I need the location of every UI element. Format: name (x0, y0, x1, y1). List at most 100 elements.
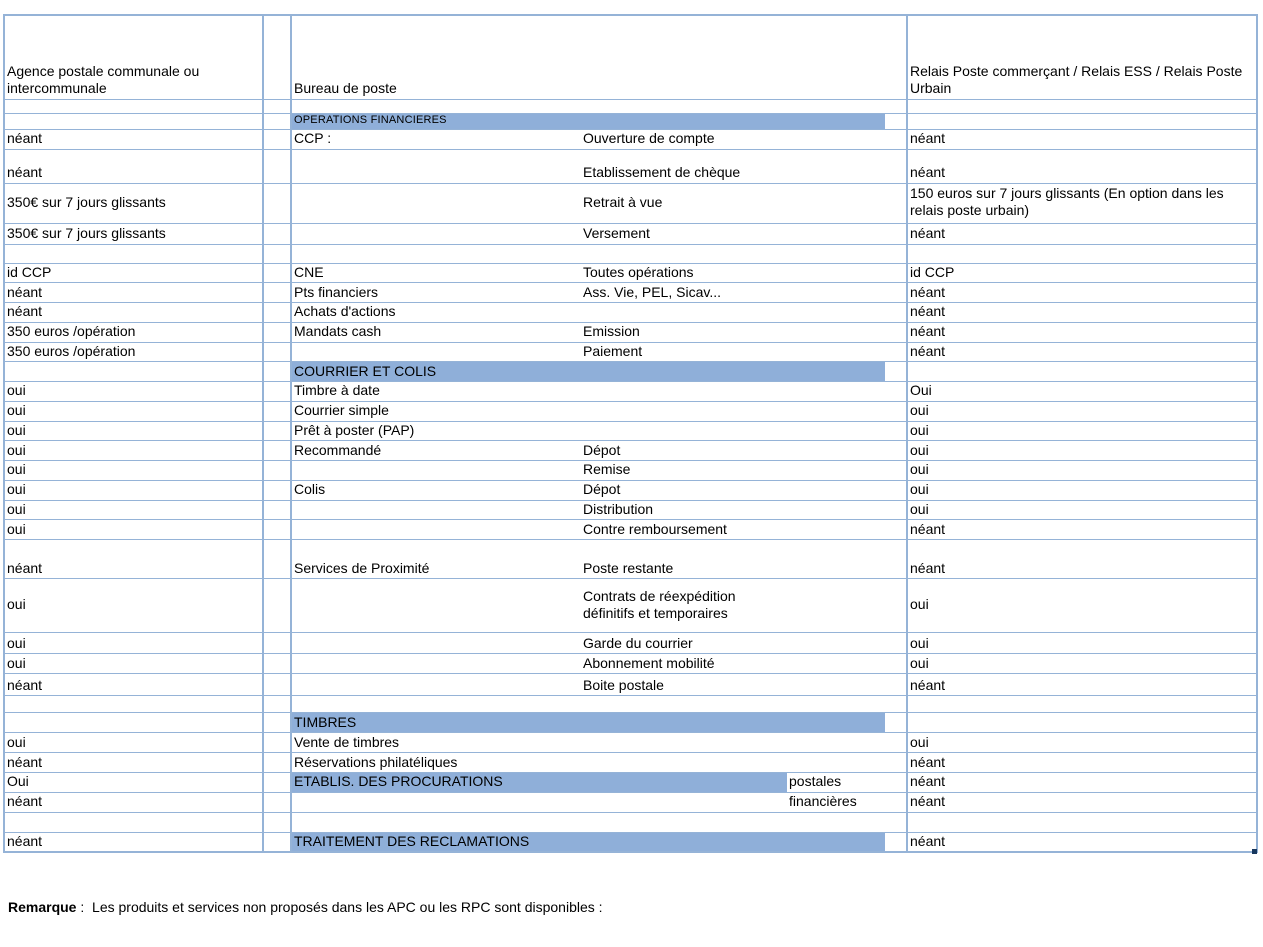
relais-value: néant (906, 149, 1257, 184)
apc-value: néant (4, 792, 264, 813)
service-label (581, 244, 787, 264)
table-header-row: Agence postale communale ou intercommuna… (4, 15, 1257, 100)
service-group-label (291, 792, 581, 813)
apc-value: oui (4, 480, 264, 501)
service-label (581, 421, 787, 442)
remark-intro-line: Remarque : Les produits et services non … (8, 898, 603, 917)
sub-category-label (787, 752, 885, 774)
service-row: oui Recommandé Dépot oui (4, 440, 1257, 462)
gap-cell (263, 244, 292, 264)
gap-cell (263, 342, 292, 363)
relais-value: oui (906, 578, 1257, 634)
gap2-cell (885, 695, 907, 714)
apc-value: oui (4, 578, 264, 634)
apc-value (4, 695, 264, 714)
service-label (581, 99, 787, 114)
sub-category-label (787, 578, 885, 634)
service-label: Garde du courrier (581, 632, 787, 655)
sub-category-label (787, 539, 885, 580)
sub-category-label (787, 695, 885, 714)
apc-value: 350€ sur 7 jours glissants (4, 183, 264, 224)
service-group-label (291, 244, 581, 264)
service-row: oui Distribution oui (4, 500, 1257, 521)
gap2-cell (885, 632, 907, 655)
service-group-label: CCP : (291, 129, 581, 150)
apc-value: 350 euros /opération (4, 322, 264, 343)
service-group-label: Pts financiers (291, 282, 581, 304)
apc-value: oui (4, 519, 264, 541)
sub-category-label (787, 460, 885, 481)
gap2-cell (885, 440, 907, 462)
gap-cell (263, 113, 292, 130)
header-service-column (581, 15, 787, 100)
service-row: 350€ sur 7 jours glissants Retrait à vue 1… (4, 183, 1257, 224)
apc-value: oui (4, 440, 264, 462)
service-group-label: Prêt à poster (PAP) (291, 421, 581, 442)
gap-cell (263, 421, 292, 442)
apc-value (4, 113, 264, 130)
service-group-label: Colis (291, 480, 581, 501)
relais-value (906, 99, 1257, 114)
service-row: 350 euros /opération Mandats cash Emission… (4, 322, 1257, 343)
apc-value: oui (4, 632, 264, 655)
service-row: néant Etablissement de chèque néant (4, 149, 1257, 184)
gap2-cell (885, 361, 907, 383)
gap-cell (263, 183, 292, 224)
gap-cell (263, 381, 292, 402)
gap2-cell (885, 772, 907, 793)
gap-cell (263, 632, 292, 655)
relais-value: oui (906, 732, 1257, 754)
gap2-cell (885, 381, 907, 402)
relais-value: néant (906, 673, 1257, 697)
sub-category-label (787, 183, 885, 224)
sub-category-label (787, 500, 885, 521)
apc-value: néant (4, 539, 264, 580)
gap-cell (263, 772, 292, 793)
sub-category-label (787, 401, 885, 422)
header-bureau: Bureau de poste (291, 15, 581, 100)
relais-value: néant (906, 223, 1257, 245)
section-title: TIMBRES (291, 712, 885, 734)
apc-value: Oui (4, 772, 264, 793)
service-group-label (291, 99, 581, 114)
service-group-label: Services de Proximité (291, 539, 581, 580)
gap-cell (263, 99, 292, 114)
relais-value: oui (906, 440, 1257, 462)
apc-value (4, 361, 264, 383)
service-group-label (291, 653, 581, 675)
service-label (581, 732, 787, 754)
spacer-row (4, 99, 1257, 114)
section-title: OPERATIONS FINANCIERES (291, 113, 885, 130)
service-label: Retrait à vue (581, 183, 787, 224)
gap-cell (263, 460, 292, 481)
relais-value: Oui (906, 381, 1257, 402)
service-row: oui Abonnement mobilité oui (4, 653, 1257, 675)
header-apc: Agence postale communale ou intercommuna… (4, 15, 264, 100)
section-row: COURRIER ET COLIS (4, 361, 1257, 383)
relais-value: néant (906, 129, 1257, 150)
relais-value (906, 695, 1257, 714)
service-label: Contrats de réexpédition définitifs et t… (581, 578, 787, 634)
gap2-cell (885, 653, 907, 675)
header-relais: Relais Poste commerçant / Relais ESS / R… (906, 15, 1257, 100)
header-gap-column (263, 15, 292, 100)
spacer-row (4, 244, 1257, 264)
apc-value (4, 99, 264, 114)
apc-value: 350€ sur 7 jours glissants (4, 223, 264, 245)
relais-value (906, 244, 1257, 264)
apc-value: néant (4, 673, 264, 697)
apc-value: oui (4, 732, 264, 754)
service-group-label: Mandats cash (291, 322, 581, 343)
gap2-cell (885, 401, 907, 422)
gap2-cell (885, 712, 907, 734)
apc-value: néant (4, 129, 264, 150)
gap2-cell (885, 539, 907, 580)
relais-value: oui (906, 401, 1257, 422)
sub-category-label: financières (787, 792, 885, 813)
relais-value: oui (906, 460, 1257, 481)
gap2-cell (885, 812, 907, 833)
section-title: ETABLIS. DES PROCURATIONS (291, 772, 787, 793)
relais-value: oui (906, 632, 1257, 655)
apc-value: oui (4, 401, 264, 422)
